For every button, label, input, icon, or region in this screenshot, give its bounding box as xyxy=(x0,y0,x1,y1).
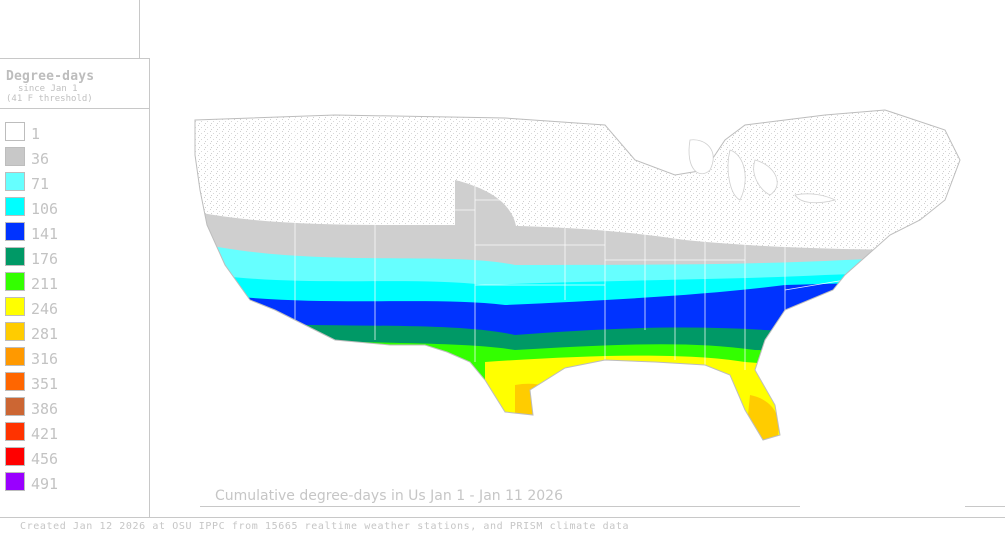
legend-label: 246 xyxy=(31,300,59,318)
legend-label: 421 xyxy=(31,425,59,443)
us-degree-day-map xyxy=(185,100,975,460)
legend-label: 141 xyxy=(31,225,59,243)
us-outline xyxy=(194,109,961,441)
legend-label: 106 xyxy=(31,200,59,218)
state-boundaries xyxy=(245,115,885,370)
legend-label: 211 xyxy=(31,275,59,293)
legend-swatch xyxy=(5,172,25,191)
legend-swatch xyxy=(5,272,25,291)
legend-swatch xyxy=(5,347,25,366)
legend-label: 36 xyxy=(31,150,50,168)
legend-swatch xyxy=(5,197,25,216)
legend-subtitle-since: since Jan 1 xyxy=(18,84,78,94)
legend-separator xyxy=(0,108,150,109)
map-title: Cumulative degree-days in Us Jan 1 - Jan… xyxy=(215,488,563,504)
legend-swatch xyxy=(5,122,25,141)
map-fill-layers xyxy=(195,110,960,440)
great-lakes xyxy=(688,139,837,204)
legend-label: 71 xyxy=(31,175,50,193)
top-divider-vertical xyxy=(139,0,140,58)
legend-label: 351 xyxy=(31,375,59,393)
legend-label: 316 xyxy=(31,350,59,368)
legend-title: Degree-days xyxy=(6,69,95,84)
legend-label: 176 xyxy=(31,250,59,268)
degree-days-legend: Degree-days since Jan 1 (41 F threshold)… xyxy=(0,58,150,518)
legend-swatch xyxy=(5,447,25,466)
legend-swatch xyxy=(5,397,25,416)
legend-swatch xyxy=(5,247,25,266)
legend-label: 386 xyxy=(31,400,59,418)
legend-label: 281 xyxy=(31,325,59,343)
legend-swatch xyxy=(5,472,25,491)
footer-credit: Created Jan 12 2026 at OSU IPPC from 156… xyxy=(20,521,630,532)
legend-label: 491 xyxy=(31,475,59,493)
legend-subtitle-threshold: (41 F threshold) xyxy=(6,94,93,104)
us-map-svg xyxy=(194,109,961,441)
legend-swatch xyxy=(5,422,25,441)
legend-label: 456 xyxy=(31,450,59,468)
legend-swatch xyxy=(5,147,25,166)
legend-swatch xyxy=(5,372,25,391)
title-underline xyxy=(200,506,800,507)
legend-swatch xyxy=(5,322,25,341)
legend-label: 1 xyxy=(31,125,41,143)
legend-swatch xyxy=(5,297,25,316)
right-divider xyxy=(965,506,1005,507)
legend-swatch xyxy=(5,222,25,241)
footer-divider xyxy=(0,517,1005,518)
